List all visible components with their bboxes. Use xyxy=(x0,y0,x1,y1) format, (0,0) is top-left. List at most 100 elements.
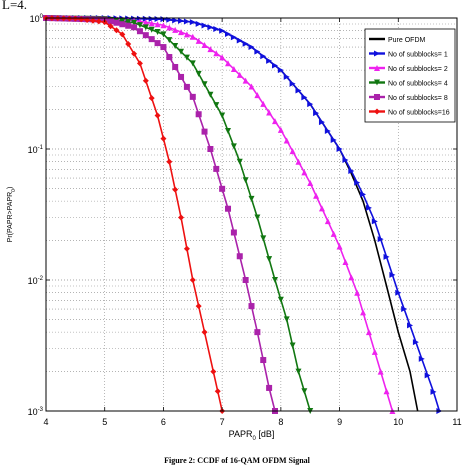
data-point xyxy=(160,44,167,51)
data-point xyxy=(277,296,284,303)
data-point xyxy=(160,22,167,29)
plot-frame xyxy=(45,17,458,412)
data-point xyxy=(160,135,167,142)
legend-label: No of subblocks= 2 xyxy=(388,66,448,73)
data-point xyxy=(154,21,161,28)
legend: Pure OFDM No of subblocks= 1 No of subbloc… xyxy=(364,28,456,123)
data-point xyxy=(377,236,384,243)
data-point xyxy=(230,66,237,73)
data-point xyxy=(371,348,378,355)
data-point xyxy=(248,44,255,51)
data-point xyxy=(254,214,261,221)
data-point xyxy=(183,54,190,61)
data-point xyxy=(236,71,243,78)
data-point xyxy=(195,70,202,77)
data-point xyxy=(89,17,96,24)
data-point xyxy=(225,127,232,134)
data-point xyxy=(166,37,173,44)
data-point xyxy=(207,24,214,31)
series-3 xyxy=(43,15,396,414)
data-point xyxy=(207,46,214,53)
data-point xyxy=(360,309,367,316)
series-line xyxy=(45,17,394,412)
data-point xyxy=(154,29,161,36)
data-point xyxy=(213,102,220,109)
data-point xyxy=(336,243,343,250)
data-point xyxy=(242,77,249,84)
data-point xyxy=(248,195,255,202)
data-point xyxy=(148,26,155,33)
data-point xyxy=(214,388,221,395)
data-point xyxy=(383,253,390,260)
x-tick-label: 9 xyxy=(337,417,342,427)
data-point xyxy=(225,60,232,67)
data-point xyxy=(330,230,337,237)
data-point xyxy=(318,205,325,212)
data-point xyxy=(219,185,226,192)
data-point xyxy=(318,119,325,126)
data-point xyxy=(271,277,278,283)
data-point xyxy=(172,17,179,24)
data-point xyxy=(148,15,155,22)
data-point xyxy=(172,42,179,49)
data-point xyxy=(383,388,390,395)
data-point xyxy=(207,146,214,152)
data-point xyxy=(374,50,380,57)
legend-item: No of subblocks= 1 xyxy=(369,50,448,59)
data-point xyxy=(374,65,380,71)
data-point xyxy=(313,110,320,117)
data-point xyxy=(195,111,202,118)
data-point xyxy=(342,156,349,163)
data-point xyxy=(107,18,114,25)
data-point xyxy=(172,26,179,33)
data-point xyxy=(136,28,143,35)
x-tick-label: 4 xyxy=(43,417,48,427)
legend-label: No of subblocks= 8 xyxy=(388,95,448,102)
data-point xyxy=(183,18,190,25)
legend-label: No of subblocks=16 xyxy=(388,110,450,117)
x-axis-label: PAPR0 [dB] xyxy=(229,429,275,442)
data-point xyxy=(283,316,290,323)
data-point xyxy=(277,126,284,133)
data-point xyxy=(125,22,132,29)
series-line xyxy=(46,17,419,412)
data-point xyxy=(395,289,402,296)
data-point xyxy=(430,388,437,395)
data-point xyxy=(201,81,208,88)
data-point xyxy=(424,372,431,379)
data-point xyxy=(371,218,378,225)
data-point xyxy=(131,50,138,57)
data-point xyxy=(377,368,384,375)
data-point xyxy=(283,137,290,144)
data-point xyxy=(125,41,132,48)
data-point xyxy=(107,23,114,30)
legend-item: No of subblocks=16 xyxy=(369,108,450,117)
data-point xyxy=(178,17,185,24)
data-point xyxy=(183,245,190,252)
data-point xyxy=(219,54,226,61)
data-point xyxy=(148,20,155,27)
legend-label: No of subblocks= 4 xyxy=(388,81,448,88)
data-point xyxy=(95,18,102,25)
data-point xyxy=(178,214,185,221)
data-point xyxy=(154,40,161,47)
data-point xyxy=(230,143,237,150)
data-point xyxy=(348,274,355,281)
data-point xyxy=(210,368,217,375)
data-point xyxy=(172,63,179,70)
data-point xyxy=(213,50,220,57)
data-point xyxy=(301,169,308,176)
data-point xyxy=(389,271,396,278)
data-point xyxy=(142,19,149,26)
data-point xyxy=(119,31,126,38)
data-point xyxy=(271,118,278,125)
data-point xyxy=(336,146,343,152)
data-point xyxy=(195,303,202,310)
y-tick-label: 10-2 xyxy=(28,276,44,286)
data-point xyxy=(412,339,419,346)
data-point xyxy=(295,158,302,165)
data-point xyxy=(213,165,220,172)
data-point xyxy=(295,368,302,375)
data-point xyxy=(101,19,108,26)
data-point xyxy=(178,48,185,55)
